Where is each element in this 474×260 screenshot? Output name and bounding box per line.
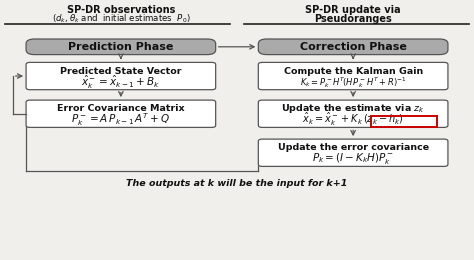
- Text: $\hat{x}_k = \hat{x}_k^- + K_k\,(z_k - h_k)$: $\hat{x}_k = \hat{x}_k^- + K_k\,(z_k - h…: [302, 110, 404, 128]
- Text: $P_k^- = A\,P_{k-1}\,A^T + Q$: $P_k^- = A\,P_{k-1}\,A^T + Q$: [72, 111, 170, 128]
- FancyBboxPatch shape: [258, 62, 448, 90]
- FancyBboxPatch shape: [258, 39, 448, 55]
- Text: Predicted State Vector: Predicted State Vector: [60, 67, 182, 76]
- Text: Compute the Kalman Gain: Compute the Kalman Gain: [283, 67, 423, 76]
- Text: $(d_k , \theta_k$ and  initial estimates  $P_0)$: $(d_k , \theta_k$ and initial estimates …: [52, 12, 190, 25]
- Text: Prediction Phase: Prediction Phase: [68, 42, 173, 52]
- Text: SP-DR observations: SP-DR observations: [67, 5, 175, 15]
- Text: SP-DR update via: SP-DR update via: [305, 5, 401, 15]
- FancyBboxPatch shape: [26, 39, 216, 55]
- Text: Correction Phase: Correction Phase: [300, 42, 407, 52]
- Text: Pseudoranges: Pseudoranges: [314, 14, 392, 24]
- Text: Update the error covariance: Update the error covariance: [278, 143, 428, 152]
- Text: Update the estimate via $z_k$: Update the estimate via $z_k$: [281, 102, 425, 115]
- FancyBboxPatch shape: [258, 139, 448, 166]
- FancyBboxPatch shape: [26, 62, 216, 90]
- Text: $\hat{x}_k^- = \hat{x}_{k-1} + B_k$: $\hat{x}_k^- = \hat{x}_{k-1} + B_k$: [82, 73, 160, 91]
- Text: Error Covariance Matrix: Error Covariance Matrix: [57, 104, 185, 113]
- FancyBboxPatch shape: [258, 100, 448, 127]
- Text: $K_k = P_k^- H^T\!(H\,P_k^- H^T + R)^{-1}$: $K_k = P_k^- H^T\!(H\,P_k^- H^T + R)^{-1…: [300, 75, 406, 89]
- Text: $P_k = (I - K_k H)P_k^-$: $P_k = (I - K_k H)P_k^-$: [312, 151, 394, 166]
- FancyBboxPatch shape: [26, 100, 216, 127]
- Text: The outputs at k will be the input for k+1: The outputs at k will be the input for k…: [126, 179, 348, 188]
